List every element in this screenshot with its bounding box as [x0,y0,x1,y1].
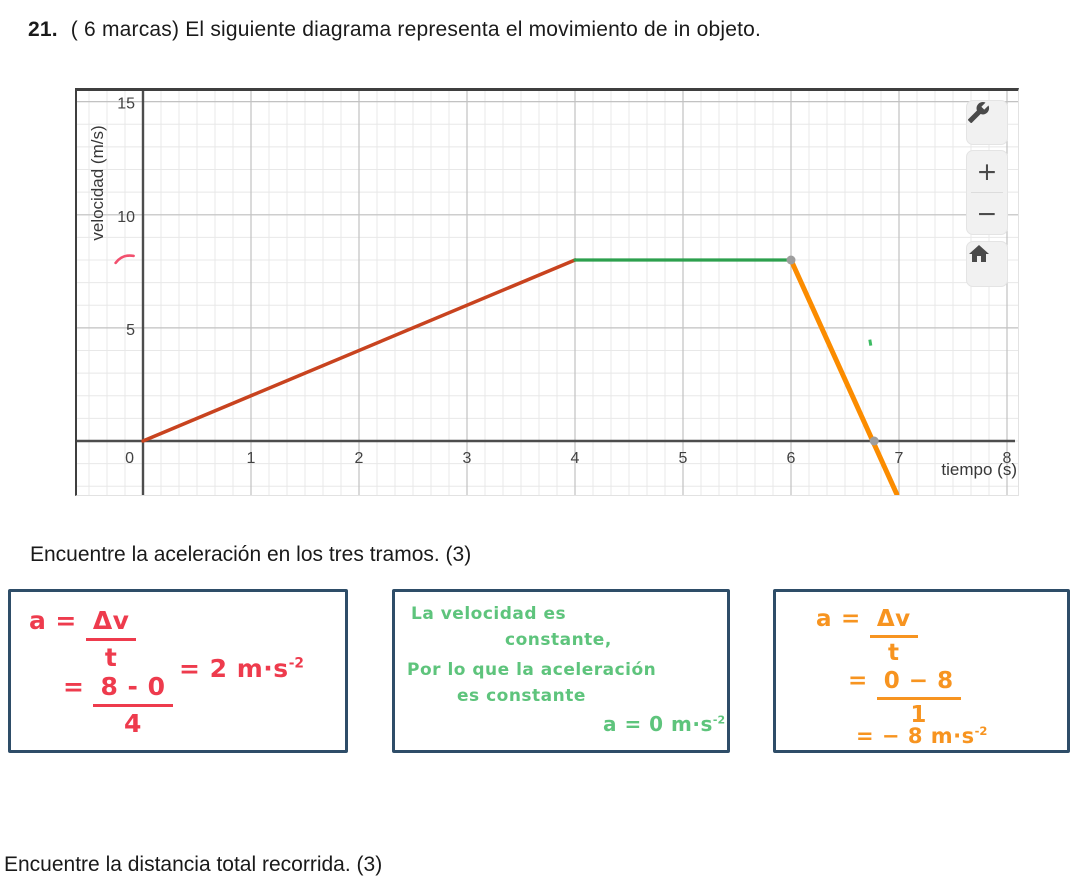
box3-result: = − 8 m·s-2 [856,724,988,748]
velocity-time-graph-panel[interactable]: 0 1 2 3 4 5 6 7 8 5 10 15 tiempo (s) velocidad (m/s) … [75,88,1019,496]
box2-result: a = 0 m·s-2 [603,712,726,736]
svg-text:1: 1 [247,450,256,467]
box3-equation-2: = 0 − 8 1 [848,668,961,728]
question-number: 21. [28,18,58,41]
svg-text:2: 2 [355,450,364,467]
svg-text:5: 5 [126,322,135,339]
box2-line-2: constante, [505,630,612,650]
plus-icon: + [976,157,998,186]
zoom-in-button[interactable]: + [967,151,1007,192]
answer-box-tramo-2: La velocidad es constante, Por lo que la… [392,589,730,753]
svg-text:5: 5 [679,450,688,467]
svg-text:6: 6 [787,450,796,467]
box2-line-1: La velocidad es [411,604,567,624]
question-text: ( 6 marcas) El siguiente diagrama repres… [70,18,762,41]
svg-text:velocidad (m/s): velocidad (m/s) [88,125,107,240]
distance-prompt: Encuentre la distancia total recorrida. … [4,853,383,876]
box1-a: a [29,606,47,635]
svg-text:8: 8 [1003,450,1012,467]
box3-equals-2: = [848,668,868,694]
home-view-button[interactable] [966,241,1008,287]
svg-text:7: 7 [895,450,904,467]
answer-box-tramo-1: a = Δv t = 8 - 0 4 = 2 m·s-2 [8,589,348,753]
box1-equals-1: = [55,606,77,635]
box2-line-3: Por lo que la aceleración [407,660,657,680]
box1-equals-2: = [63,672,85,701]
box3-a: a [816,606,833,632]
svg-text:0: 0 [125,450,134,467]
svg-text:3: 3 [463,450,472,467]
zoom-controls: + − [966,150,1008,235]
zoom-divider [971,192,1003,193]
box2-line-4: es constante [457,686,586,706]
box3-equals-1: = [841,606,861,632]
velocity-time-chart[interactable]: 0 1 2 3 4 5 6 7 8 5 10 15 tiempo (s) velocidad (m/s) [77,91,1018,495]
zoom-out-button[interactable]: − [967,193,1007,234]
box3-equation-1: a = Δv t [816,606,918,666]
box1-result: = 2 m·s-2 [179,654,304,683]
question-title: 21. ( 6 marcas) El siguiente diagrama rep… [28,18,761,42]
box1-fraction-1: Δv t [85,606,137,672]
box1-fraction-2: 8 - 0 4 [93,672,173,738]
box1-equation-2: = 8 - 0 4 [63,672,173,738]
graph-settings-button[interactable] [966,100,1008,145]
box3-fraction-2: 0 − 8 1 [876,668,961,728]
svg-text:4: 4 [571,450,580,467]
svg-text:15: 15 [117,96,135,113]
answer-box-tramo-3: a = Δv t = 0 − 8 1 = − 8 m·s-2 [773,589,1070,753]
svg-text:10: 10 [117,209,135,226]
box1-equation-1: a = Δv t [29,606,137,672]
box3-fraction-1: Δv t [869,606,918,666]
svg-text:tiempo (s): tiempo (s) [941,460,1017,479]
acceleration-prompt: Encuentre la aceleración en los tres tra… [30,543,472,566]
minus-icon: − [976,199,998,228]
